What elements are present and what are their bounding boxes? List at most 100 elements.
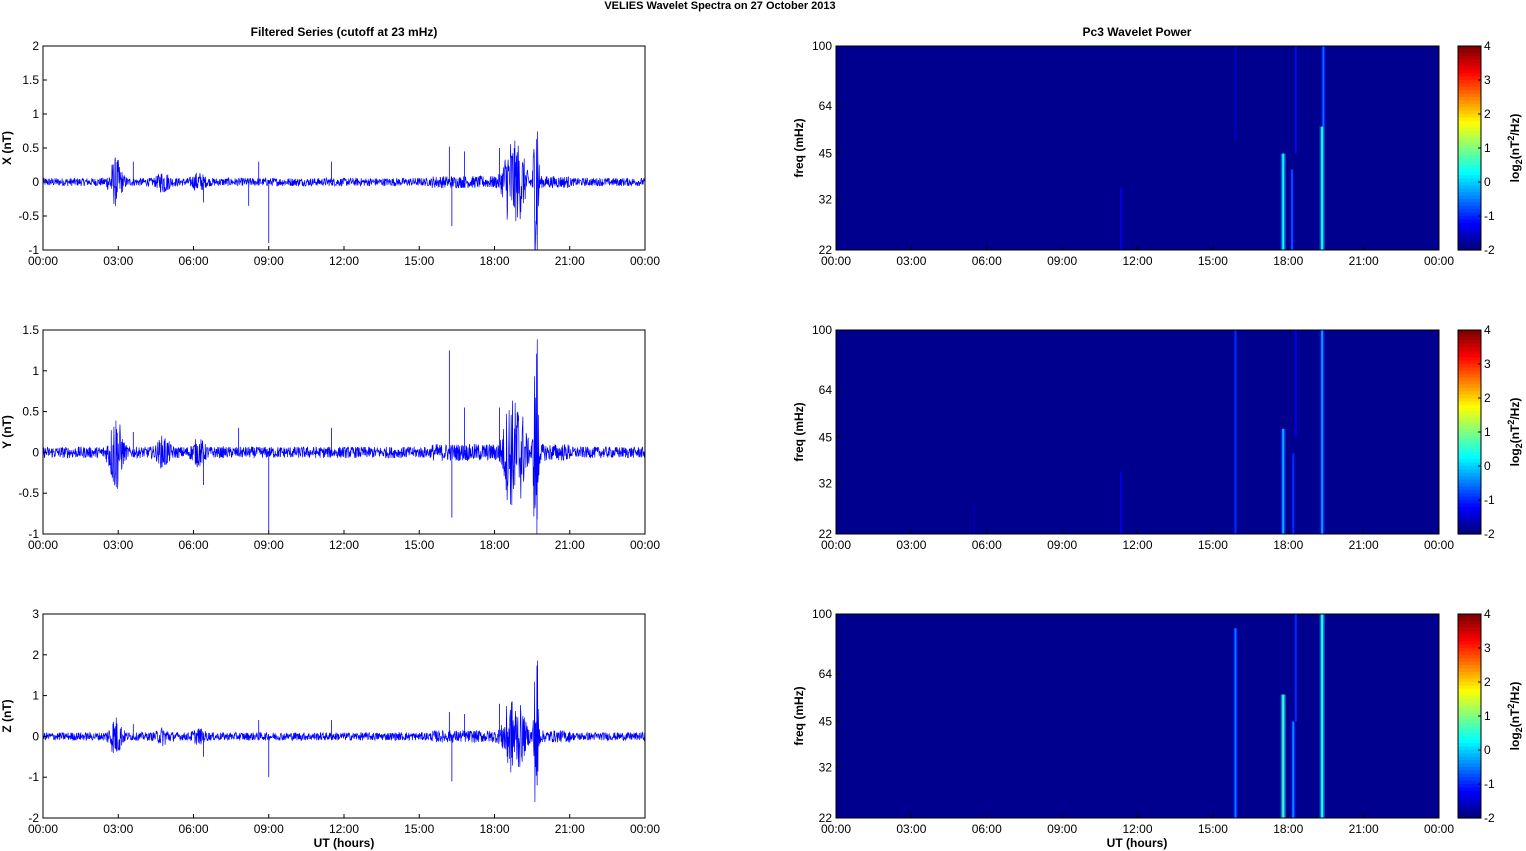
colorbar-swatch xyxy=(1458,212,1481,217)
right-x-axis-label: UT (hours) xyxy=(1107,836,1168,850)
colorbar-swatch xyxy=(1458,476,1481,481)
colorbar-swatch xyxy=(1458,86,1481,91)
power-streak xyxy=(1282,428,1285,534)
y-tick-label: 45 xyxy=(819,715,833,729)
colorbar-swatch xyxy=(1458,158,1481,163)
colorbar-swatch xyxy=(1458,520,1481,525)
colorbar-swatch xyxy=(1458,83,1481,88)
x-tick-label: 18:00 xyxy=(479,538,509,552)
colorbar-swatch xyxy=(1458,347,1481,351)
power-streak xyxy=(1292,721,1295,818)
x-tick-label: 15:00 xyxy=(404,822,434,836)
colorbar-swatch xyxy=(1458,120,1481,125)
colorbar-tick-label: 1 xyxy=(1484,141,1491,155)
colorbar-swatch xyxy=(1458,784,1481,788)
colorbar-swatch xyxy=(1458,517,1481,521)
colorbar-swatch xyxy=(1458,462,1481,467)
colorbar-swatch xyxy=(1458,144,1481,149)
colorbar-swatch xyxy=(1458,222,1481,227)
colorbar-swatch xyxy=(1458,93,1481,98)
y-tick-label: 45 xyxy=(819,147,833,161)
colorbar-label-part: /Hz) xyxy=(1508,398,1522,420)
colorbar-swatch xyxy=(1458,428,1481,433)
power-streak xyxy=(1321,614,1324,818)
x-tick-label: 12:00 xyxy=(1122,538,1152,552)
colorbar-tick-label: -1 xyxy=(1484,777,1495,791)
x-tick-label: 00:00 xyxy=(821,254,851,268)
x-tick-label: 00:00 xyxy=(1424,538,1454,552)
y-tick-label: 22 xyxy=(819,527,833,541)
y-tick-label: 0 xyxy=(32,445,39,459)
colorbar-swatch xyxy=(1458,124,1481,129)
x-tick-label: 00:00 xyxy=(821,538,851,552)
x-tick-label: 03:00 xyxy=(103,822,133,836)
colorbar-swatch xyxy=(1458,63,1481,67)
colorbar-tick-label: 1 xyxy=(1484,425,1491,439)
power-background xyxy=(836,330,1439,534)
colorbar-swatch xyxy=(1458,97,1481,101)
colorbar-swatch xyxy=(1458,343,1481,348)
colorbar-swatch xyxy=(1458,455,1481,460)
y-tick-label: 1 xyxy=(32,364,39,378)
colorbar-swatch xyxy=(1458,716,1481,720)
y-tick-label: 1 xyxy=(32,107,39,121)
x-tick-label: 03:00 xyxy=(896,538,926,552)
colorbar-swatch xyxy=(1458,726,1481,731)
colorbar-swatch xyxy=(1458,90,1481,95)
x-tick-label: 00:00 xyxy=(28,254,58,268)
colorbar-swatch xyxy=(1458,131,1481,135)
colorbar-swatch xyxy=(1458,239,1481,244)
colorbar-swatch xyxy=(1458,216,1481,220)
colorbar-tick-label: 3 xyxy=(1484,641,1491,655)
colorbar-swatch xyxy=(1458,219,1481,224)
colorbar-swatch xyxy=(1458,195,1481,200)
colorbar-label-part: (nT xyxy=(1508,708,1522,727)
colorbar-label-part: 2 xyxy=(1514,727,1524,732)
colorbar-swatch xyxy=(1458,445,1481,450)
colorbar-swatch xyxy=(1458,137,1481,142)
colorbar-swatch xyxy=(1458,73,1481,78)
power-streak xyxy=(1234,628,1237,818)
x-tick-label: 00:00 xyxy=(821,822,851,836)
colorbar-swatch xyxy=(1458,648,1481,652)
colorbar-swatch xyxy=(1458,503,1481,508)
colorbar-swatch xyxy=(1458,411,1481,416)
colorbar-swatch xyxy=(1458,107,1481,112)
x-tick-label: 18:00 xyxy=(1273,822,1303,836)
x-tick-label: 06:00 xyxy=(178,538,208,552)
colorbar-swatch xyxy=(1458,767,1481,771)
x-tick-label: 00:00 xyxy=(28,538,58,552)
colorbar-swatch xyxy=(1458,182,1481,186)
colorbar-swatch xyxy=(1458,360,1481,365)
y-axis-label: Z (nT) xyxy=(0,699,14,732)
power-streak xyxy=(1171,795,1174,818)
power-streak xyxy=(1234,330,1237,534)
x-tick-label: 12:00 xyxy=(329,254,359,268)
x-tick-label: 21:00 xyxy=(1349,538,1379,552)
colorbar-swatch xyxy=(1458,432,1481,436)
colorbar-swatch xyxy=(1458,620,1481,625)
colorbar-swatch xyxy=(1458,425,1481,430)
y-tick-label: 1.5 xyxy=(22,323,39,337)
x-tick-label: 15:00 xyxy=(404,538,434,552)
colorbar-swatch xyxy=(1458,756,1481,761)
colorbar-swatch xyxy=(1458,336,1481,341)
x-tick-label: 15:00 xyxy=(404,254,434,268)
series-line xyxy=(42,131,646,251)
colorbar-swatch xyxy=(1458,408,1481,413)
colorbar-swatch xyxy=(1458,682,1481,686)
x-tick-label: 21:00 xyxy=(1349,254,1379,268)
colorbar-swatch xyxy=(1458,807,1481,812)
colorbar-swatch xyxy=(1458,398,1481,402)
colorbar-swatch xyxy=(1458,692,1481,697)
colorbar-swatch xyxy=(1458,449,1481,453)
colorbar-swatch xyxy=(1458,168,1481,173)
colorbar-swatch xyxy=(1458,746,1481,751)
colorbar-swatch xyxy=(1458,226,1481,231)
power-background xyxy=(836,614,1439,818)
x-tick-label: 18:00 xyxy=(479,254,509,268)
colorbar-swatch xyxy=(1458,510,1481,515)
